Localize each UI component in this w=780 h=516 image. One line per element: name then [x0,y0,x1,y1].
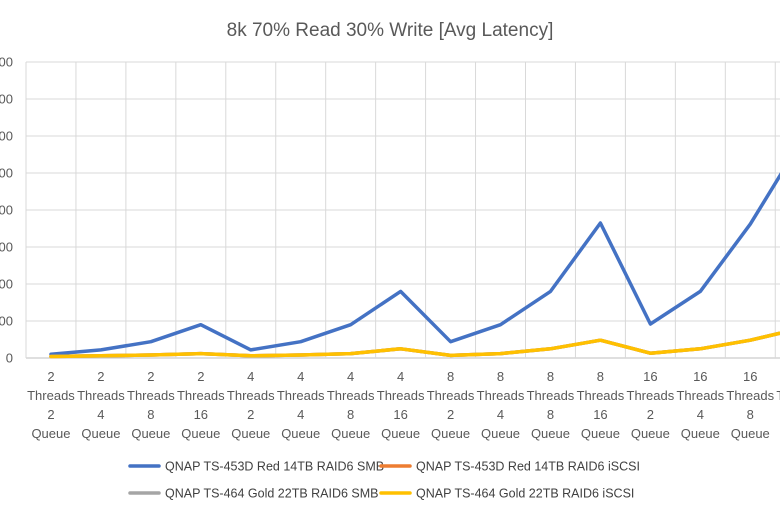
x-tick-label: 4 Threads 8 Queue [327,369,375,441]
x-tick-label: 16Threads16Queue [776,369,780,441]
x-tick-label: 2 Threads 16 Queue [177,369,225,441]
chart-title: 8k 70% Read 30% Write [Avg Latency] [227,20,554,41]
y-tick-label: 0 [6,351,13,366]
y-tick-label: 100 [0,314,13,329]
y-tick-label: 600 [0,129,13,144]
x-tick-label: 8 Threads 2 Queue [427,369,475,441]
series-lines [49,172,780,359]
x-tick-label: 16 Threads 2 Queue [627,369,675,441]
x-tick-label: 16 Threads 8 Queue [726,369,774,441]
legend-label: QNAP TS-464 Gold 22TB RAID6 iSCSI [416,487,634,501]
x-tick-label: 8 Threads 16 Queue [577,369,625,441]
x-tick-label: 16 Threads 4 Queue [676,369,724,441]
legend-label: QNAP TS-453D Red 14TB RAID6 iSCSI [416,460,640,474]
y-tick-label: 300 [0,240,13,255]
x-tick-label: 8 Threads 8 Queue [527,369,575,441]
x-tick-label: 4 Threads 16 Queue [377,369,425,441]
x-tick-label: 2 Threads 2 Queue [27,369,75,441]
y-tick-label: 500 [0,166,13,181]
x-tick-label: 8 Threads 4 Queue [477,369,525,441]
x-tick-label: 2 Threads 8 Queue [127,369,175,441]
y-tick-label: 400 [0,203,13,218]
y-tick-label: 800 [0,55,13,70]
legend-label: QNAP TS-453D Red 14TB RAID6 SMB [165,460,384,474]
y-tick-label: 700 [0,92,13,107]
series-line-1 [49,172,780,357]
y-tick-label: 200 [0,277,13,292]
x-tick-label: 4 Threads 4 Queue [277,369,325,441]
y-axis-ticks: 0 100 200 300 400 500 600 700 800 [0,55,13,366]
legend-label: QNAP TS-464 Gold 22TB RAID6 SMB [165,487,379,501]
legend: QNAP TS-453D Red 14TB RAID6 SMB QNAP TS-4… [128,460,640,501]
x-tick-label: 4 Threads 2 Queue [227,369,275,441]
x-tick-label: 2 Threads 4 Queue [77,369,125,441]
series-line-4 [49,331,780,359]
